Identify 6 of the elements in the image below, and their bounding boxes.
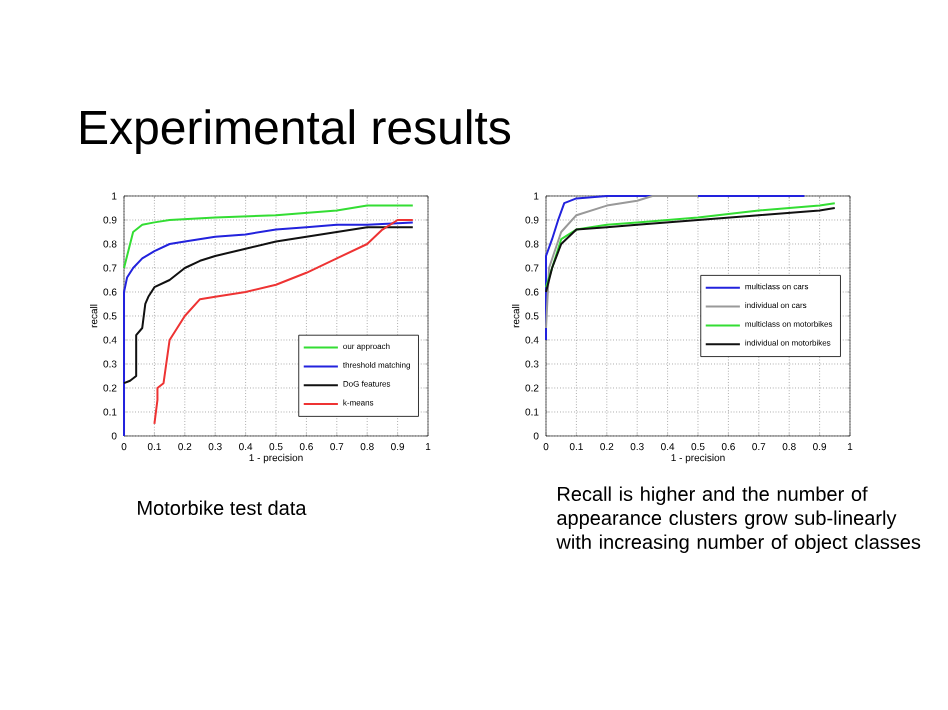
chart-title: Experimental results (81, 109, 511, 154)
text: Motorbike test data (138, 500, 307, 516)
line-series (123, 221, 414, 437)
line-series (153, 218, 414, 425)
line-series (545, 194, 699, 329)
text: Recall is higher and the number of appearance clusters grow sub-linearly with increasing number of object classes (556, 486, 921, 554)
